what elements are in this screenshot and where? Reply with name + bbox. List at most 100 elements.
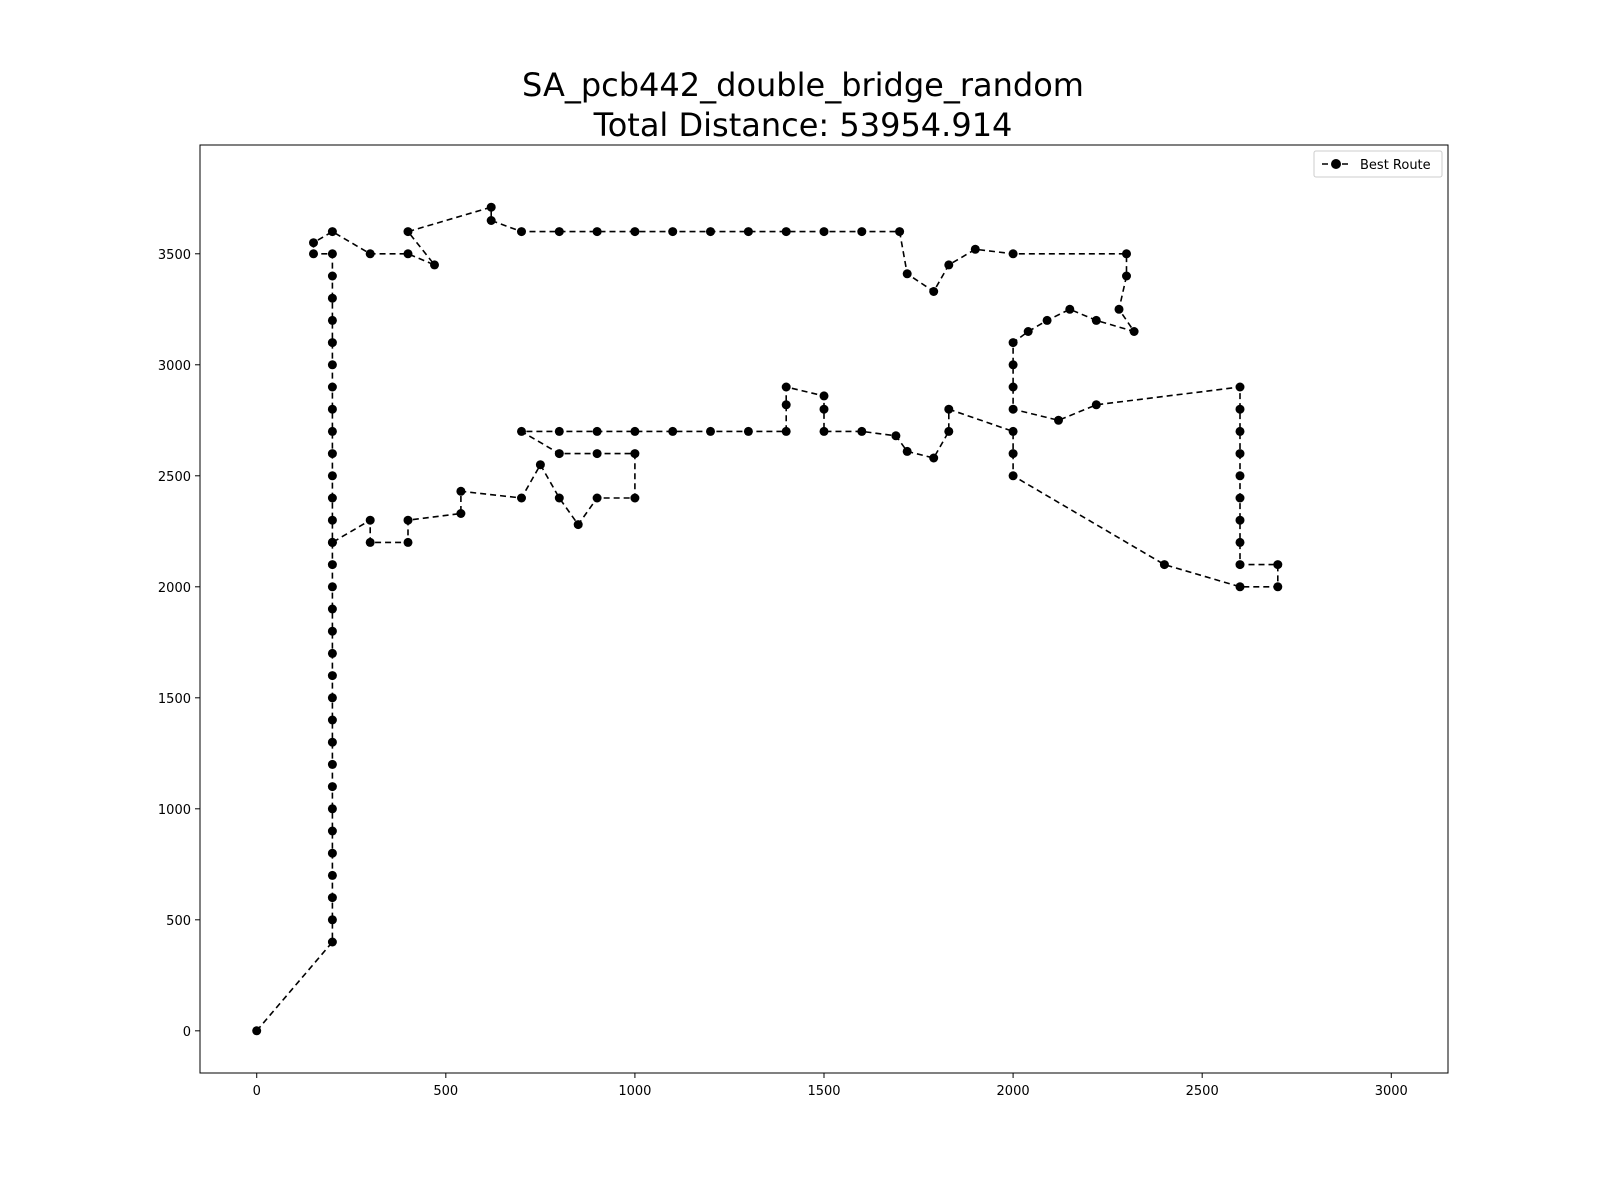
route-point [1235,426,1245,436]
route-point [327,804,337,814]
route-point [630,227,640,237]
route-point [743,227,753,237]
route-point [970,244,980,254]
route-point [944,404,954,414]
route-point [1008,449,1018,459]
route-point [309,249,318,259]
route-series [252,202,1283,1036]
route-point [1091,315,1101,325]
route-point [857,227,867,237]
y-tick-label: 3000 [158,359,191,374]
route-point [1273,560,1283,570]
route-point [327,782,337,792]
x-axis: 0 500 1000 1500 2000 2500 3000 [253,1073,1408,1099]
route-point [781,400,791,410]
x-tick-label: 1500 [807,1084,840,1099]
route-point [1054,415,1063,425]
route-point [554,493,564,503]
route-point [743,426,753,436]
route-point [630,493,640,503]
route-point [1008,382,1018,392]
route-point [668,426,678,436]
x-tick-label: 2000 [997,1084,1030,1099]
route-point [327,449,337,459]
route-point [327,271,337,281]
route-point [430,260,439,270]
route-point [486,202,496,212]
legend: Best Route [1313,150,1443,178]
route-point [902,446,912,456]
route-point [630,449,640,459]
route-point [327,604,337,614]
route-point [517,493,526,503]
route-point [327,293,337,303]
chart-title: SA_pcb442_double_bridge_random [522,66,1084,104]
x-tick-label: 3000 [1375,1084,1408,1099]
route-point [327,315,337,325]
route-point [486,216,496,225]
plot-area [199,144,1449,1074]
chart-subtitle: Total Distance: 53954.914 [593,106,1013,144]
route-point [929,453,939,463]
route-point [327,893,337,903]
route-point [517,426,526,436]
route-point [327,693,337,703]
route-point [327,426,337,436]
route-point [327,848,337,858]
route-point [944,426,954,436]
route-point [573,520,583,530]
route-point [1122,271,1131,281]
route-point [517,227,526,237]
y-tick-label: 2000 [158,581,191,596]
legend-box [1313,150,1443,178]
route-point [1008,338,1018,348]
route-point [895,227,905,237]
route-point [327,537,337,547]
route-point [327,826,337,836]
route-point [252,1026,262,1036]
route-point [819,227,829,237]
route-point [327,404,337,414]
route-point [554,426,564,436]
x-tick-label: 500 [433,1084,458,1099]
route-point [1273,582,1283,592]
route-point [1122,249,1131,259]
route-point [327,471,337,481]
route-point [781,382,791,392]
route-point [1235,560,1245,570]
route-point [1008,471,1018,481]
route-point [1065,304,1075,314]
route-point [327,560,337,570]
y-tick-label: 2500 [158,470,191,485]
route-point [535,460,545,470]
route-point [327,338,337,348]
route-point [1023,327,1033,336]
route-point [1091,400,1101,410]
y-tick-label: 0 [183,1025,191,1040]
route-point [1235,471,1245,481]
route-point [857,426,867,436]
route-point [819,404,829,414]
route-point [1235,404,1245,414]
route-point [327,249,337,259]
route-point [327,648,337,658]
route-point [1235,382,1245,392]
x-tick-label: 1000 [618,1084,651,1099]
route-point [1235,537,1245,547]
route-point [1008,360,1018,370]
route-point [819,391,829,401]
route-point [456,486,466,496]
y-tick-label: 1500 [158,692,191,707]
legend-label: Best Route [1360,158,1431,173]
route-point [365,515,375,525]
route-point [1159,560,1169,570]
x-tick-label: 2500 [1186,1084,1219,1099]
y-axis: 0 500 1000 1500 2000 2500 3000 3500 [158,248,200,1040]
route-point [327,759,337,769]
route-point [592,493,602,503]
route-point [592,449,602,459]
route-point [1042,315,1052,325]
route-point [902,269,912,279]
y-tick-label: 3500 [158,248,191,263]
